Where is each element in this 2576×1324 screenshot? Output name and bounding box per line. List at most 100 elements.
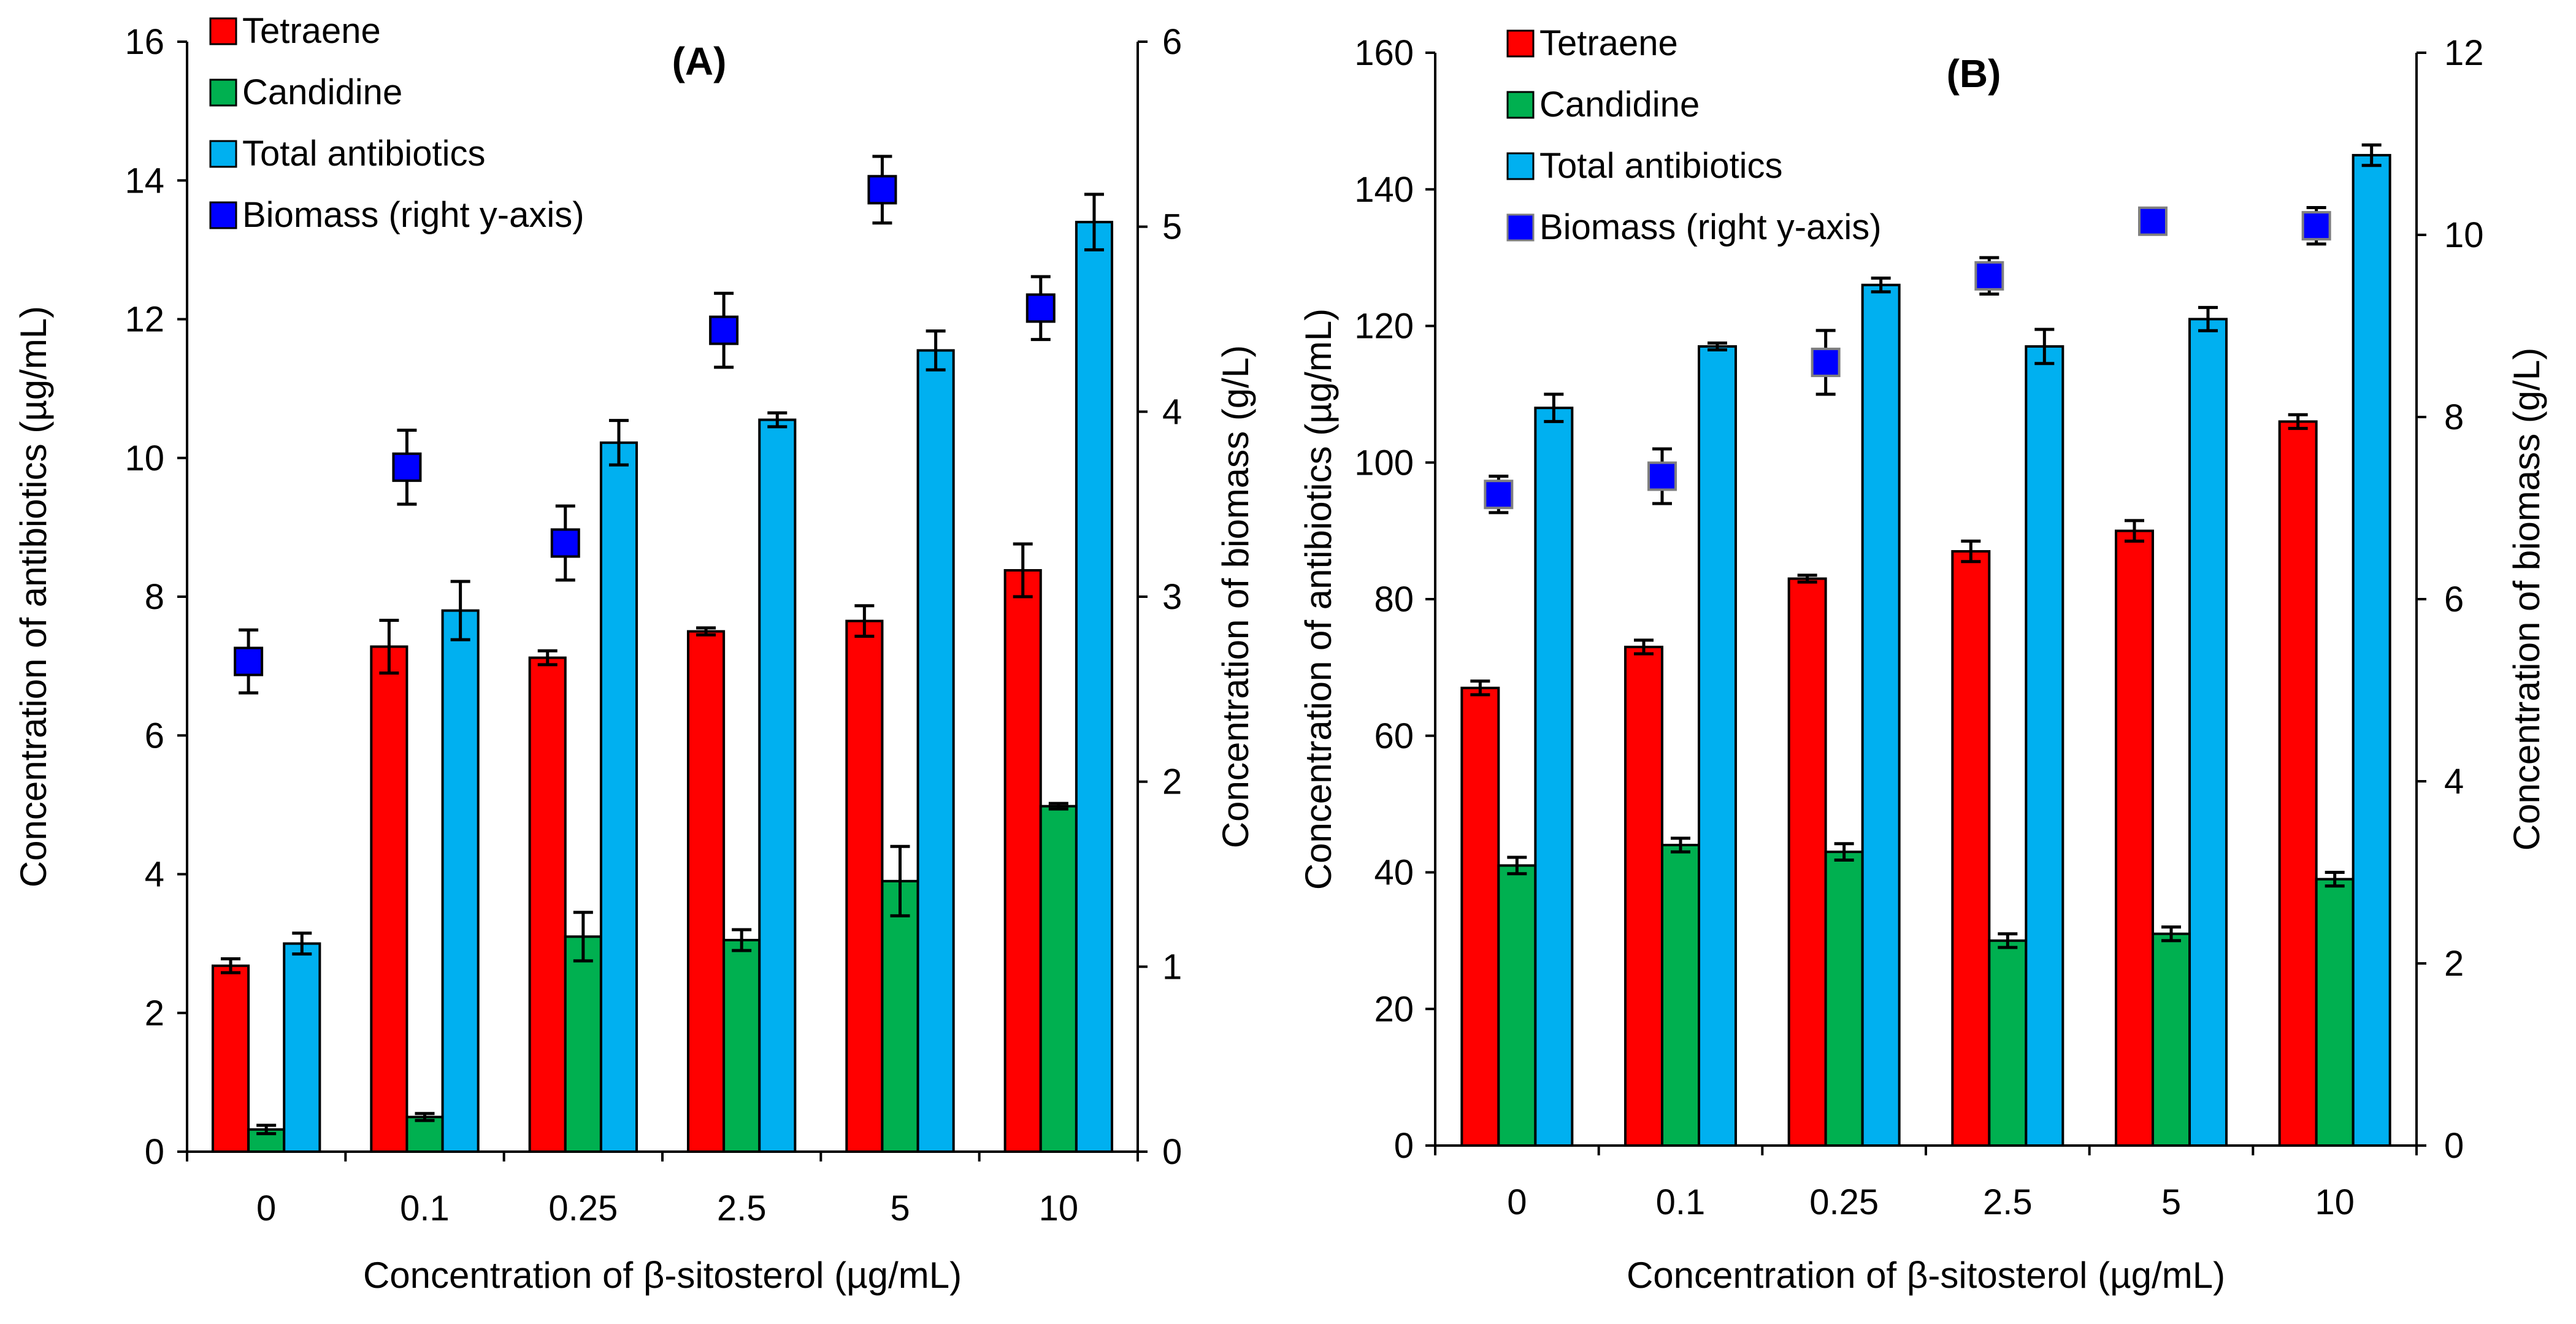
- panel-b-x-axis-label: Concentration of β-sitosterol (µg/mL): [1627, 1255, 2225, 1296]
- panel-a-y2-tick-label-6: 6: [1162, 22, 1182, 62]
- panel-a-biomass-marker-1: [392, 452, 422, 482]
- panel-b-bar-candidine-4: [2152, 932, 2191, 1147]
- panel-b-biomass-marker-2: [1811, 347, 1841, 377]
- panel-a-y2-tick-label-3: 3: [1162, 577, 1182, 617]
- panel-a-bar-tetraene-5: [1003, 569, 1042, 1153]
- panel-a-bar-total-antibiotics-5: [1075, 221, 1114, 1153]
- panel-b-bar-tetraene-2: [1787, 577, 1827, 1147]
- panel-b-y2-tick-label-2: 4: [2444, 762, 2464, 802]
- panel-a-y2-tick-label-0: 0: [1162, 1132, 1182, 1172]
- panel-b-x-tick-label-4: 5: [2161, 1182, 2181, 1222]
- panel-b-legend-label-3: Biomass (right y-axis): [1539, 207, 1882, 247]
- panel-b-bar-total-antibiotics-5: [2352, 154, 2391, 1147]
- panel-b-bar-candidine-5: [2315, 878, 2355, 1147]
- panel-a-biomass-marker-4: [867, 175, 897, 205]
- panel-a-x-tick-label-4: 5: [890, 1188, 910, 1228]
- panel-a-y-tick-label-8: 16: [125, 22, 164, 62]
- panel-b-legend-swatch-1: [1506, 91, 1535, 119]
- panel-b-bar-total-antibiotics-3: [2025, 345, 2064, 1147]
- panel-b-x-tick-label-2: 0.25: [1809, 1182, 1879, 1222]
- panel-b-legend-label-2: Total antibiotics: [1539, 146, 1783, 186]
- panel-a-x-tick-label-2: 0.25: [548, 1188, 618, 1228]
- panel-a-biomass-marker-3: [709, 315, 739, 345]
- panel-a-y-tick-label-5: 10: [125, 438, 164, 478]
- panel-b-legend-swatch-2: [1506, 152, 1535, 180]
- panel-a-x-tick-label-1: 0.1: [400, 1188, 450, 1228]
- panel-b-bar-tetraene-5: [2278, 420, 2318, 1147]
- panel-a-legend-swatch-0: [209, 17, 237, 45]
- panel-b-bar-candidine-1: [1661, 843, 1700, 1147]
- panel-b-bar-tetraene-0: [1460, 686, 1500, 1147]
- panel-a-biomass-marker-5: [1025, 293, 1056, 323]
- panel-a-y-tick-label-0: 0: [145, 1132, 164, 1172]
- panel-a-y-tick-label-4: 8: [145, 577, 164, 617]
- panel-a-legend-label-3: Biomass (right y-axis): [242, 195, 585, 235]
- panel-a-y-tick-label-3: 6: [145, 716, 164, 756]
- panel-a-y-axis-label: Concentration of antibiotics (µg/mL): [13, 306, 54, 887]
- panel-b-legend-swatch-3: [1506, 213, 1535, 242]
- panel-a-bar-tetraene-2: [528, 656, 567, 1154]
- panel-a-y-tick-label-7: 14: [125, 161, 164, 201]
- panel-a-bar-total-antibiotics-1: [441, 609, 480, 1153]
- panel-b-bar-candidine-2: [1824, 851, 1864, 1147]
- panel-a-legend-label-0: Tetraene: [242, 11, 381, 51]
- panel-a-bar-candidine-5: [1039, 805, 1078, 1153]
- panel-b-bar-tetraene-3: [1951, 550, 1991, 1147]
- panel-a-x-tick-label-3: 2.5: [717, 1188, 767, 1228]
- panel-a-y-tick-label-1: 2: [145, 993, 164, 1033]
- panel-a-legend-swatch-2: [209, 140, 237, 168]
- panel-a-y-tick-label-2: 4: [145, 855, 164, 895]
- panel-a-bar-candidine-1: [405, 1115, 444, 1153]
- panel-b-bar-candidine-0: [1497, 864, 1537, 1147]
- panel-b-x-tick-label-5: 10: [2315, 1182, 2355, 1222]
- panel-b-bar-tetraene-1: [1624, 645, 1663, 1147]
- panel-b-y-tick-label-6: 120: [1354, 307, 1414, 346]
- panel-a-bar-total-antibiotics-0: [283, 942, 321, 1153]
- panel-b-y2-tick-label-6: 12: [2444, 33, 2484, 73]
- panel-b-y-tick-label-8: 160: [1354, 33, 1414, 73]
- panel-a-y2-tick-label-2: 2: [1162, 762, 1182, 802]
- panel-a-bar-candidine-2: [564, 935, 602, 1153]
- panel-b-bar-total-antibiotics-1: [1698, 345, 1737, 1147]
- panel-b-biomass-marker-1: [1647, 461, 1677, 491]
- panel-a-biomass-marker-2: [550, 528, 580, 558]
- panel-a-bar-total-antibiotics-2: [599, 441, 638, 1153]
- panel-b-y-tick-label-7: 140: [1354, 170, 1414, 210]
- panel-b-biomass-marker-5: [2301, 211, 2331, 241]
- panel-b-bar-total-antibiotics-0: [1534, 407, 1574, 1147]
- panel-a-bar-candidine-3: [723, 938, 761, 1153]
- panel-b-legend-label-0: Tetraene: [1539, 23, 1678, 63]
- panel-b-legend-swatch-0: [1506, 29, 1535, 58]
- panel-b-y-axis-label: Concentration of antibiotics (µg/mL): [1298, 308, 1339, 890]
- panel-b-y-tick-label-2: 40: [1374, 853, 1414, 893]
- panel-b-y2-tick-label-4: 8: [2444, 397, 2464, 437]
- panel-b-biomass-marker-3: [1974, 261, 2004, 291]
- panel-b-y2-tick-label-3: 6: [2444, 580, 2464, 619]
- panel-a-x-tick-label-0: 0: [256, 1188, 276, 1228]
- panel-a-legend-label-2: Total antibiotics: [242, 134, 486, 174]
- panel-a-bar-candidine-4: [881, 879, 919, 1153]
- panel-a-y2-tick-label-5: 5: [1162, 207, 1182, 247]
- panel-b-bar-candidine-3: [1988, 939, 2028, 1147]
- panel-b-y-tick-label-5: 100: [1354, 443, 1414, 483]
- panel-b-x-tick-label-1: 0.1: [1656, 1182, 1706, 1222]
- panel-a-x-tick-label-5: 10: [1039, 1188, 1079, 1228]
- panel-b-y-tick-label-3: 60: [1374, 716, 1414, 756]
- panel-a-bar-tetraene-3: [686, 630, 726, 1153]
- panel-a-bar-total-antibiotics-3: [758, 418, 797, 1153]
- panel-a-biomass-marker-0: [234, 646, 264, 676]
- panel-b-y2-axis-label: Concentration of biomass (g/L): [2506, 348, 2547, 851]
- panel-b-y-tick-label-0: 0: [1394, 1126, 1414, 1166]
- panel-a-legend-swatch-1: [209, 78, 237, 107]
- panel-b-x-tick-label-3: 2.5: [1983, 1182, 2033, 1222]
- panel-a-bar-total-antibiotics-4: [916, 349, 955, 1153]
- panel-a-panel-title: (A): [672, 39, 727, 83]
- panel-a-y2-tick-label-4: 4: [1162, 392, 1182, 432]
- panel-b-biomass-marker-0: [1484, 480, 1514, 510]
- panel-a-y2-tick-label-1: 1: [1162, 947, 1182, 987]
- panel-a-bar-tetraene-0: [211, 964, 250, 1153]
- panel-b-y-tick-label-1: 20: [1374, 989, 1414, 1029]
- panel-b-panel-title: (B): [1947, 52, 2001, 96]
- panel-b-x-tick-label-0: 0: [1507, 1182, 1527, 1222]
